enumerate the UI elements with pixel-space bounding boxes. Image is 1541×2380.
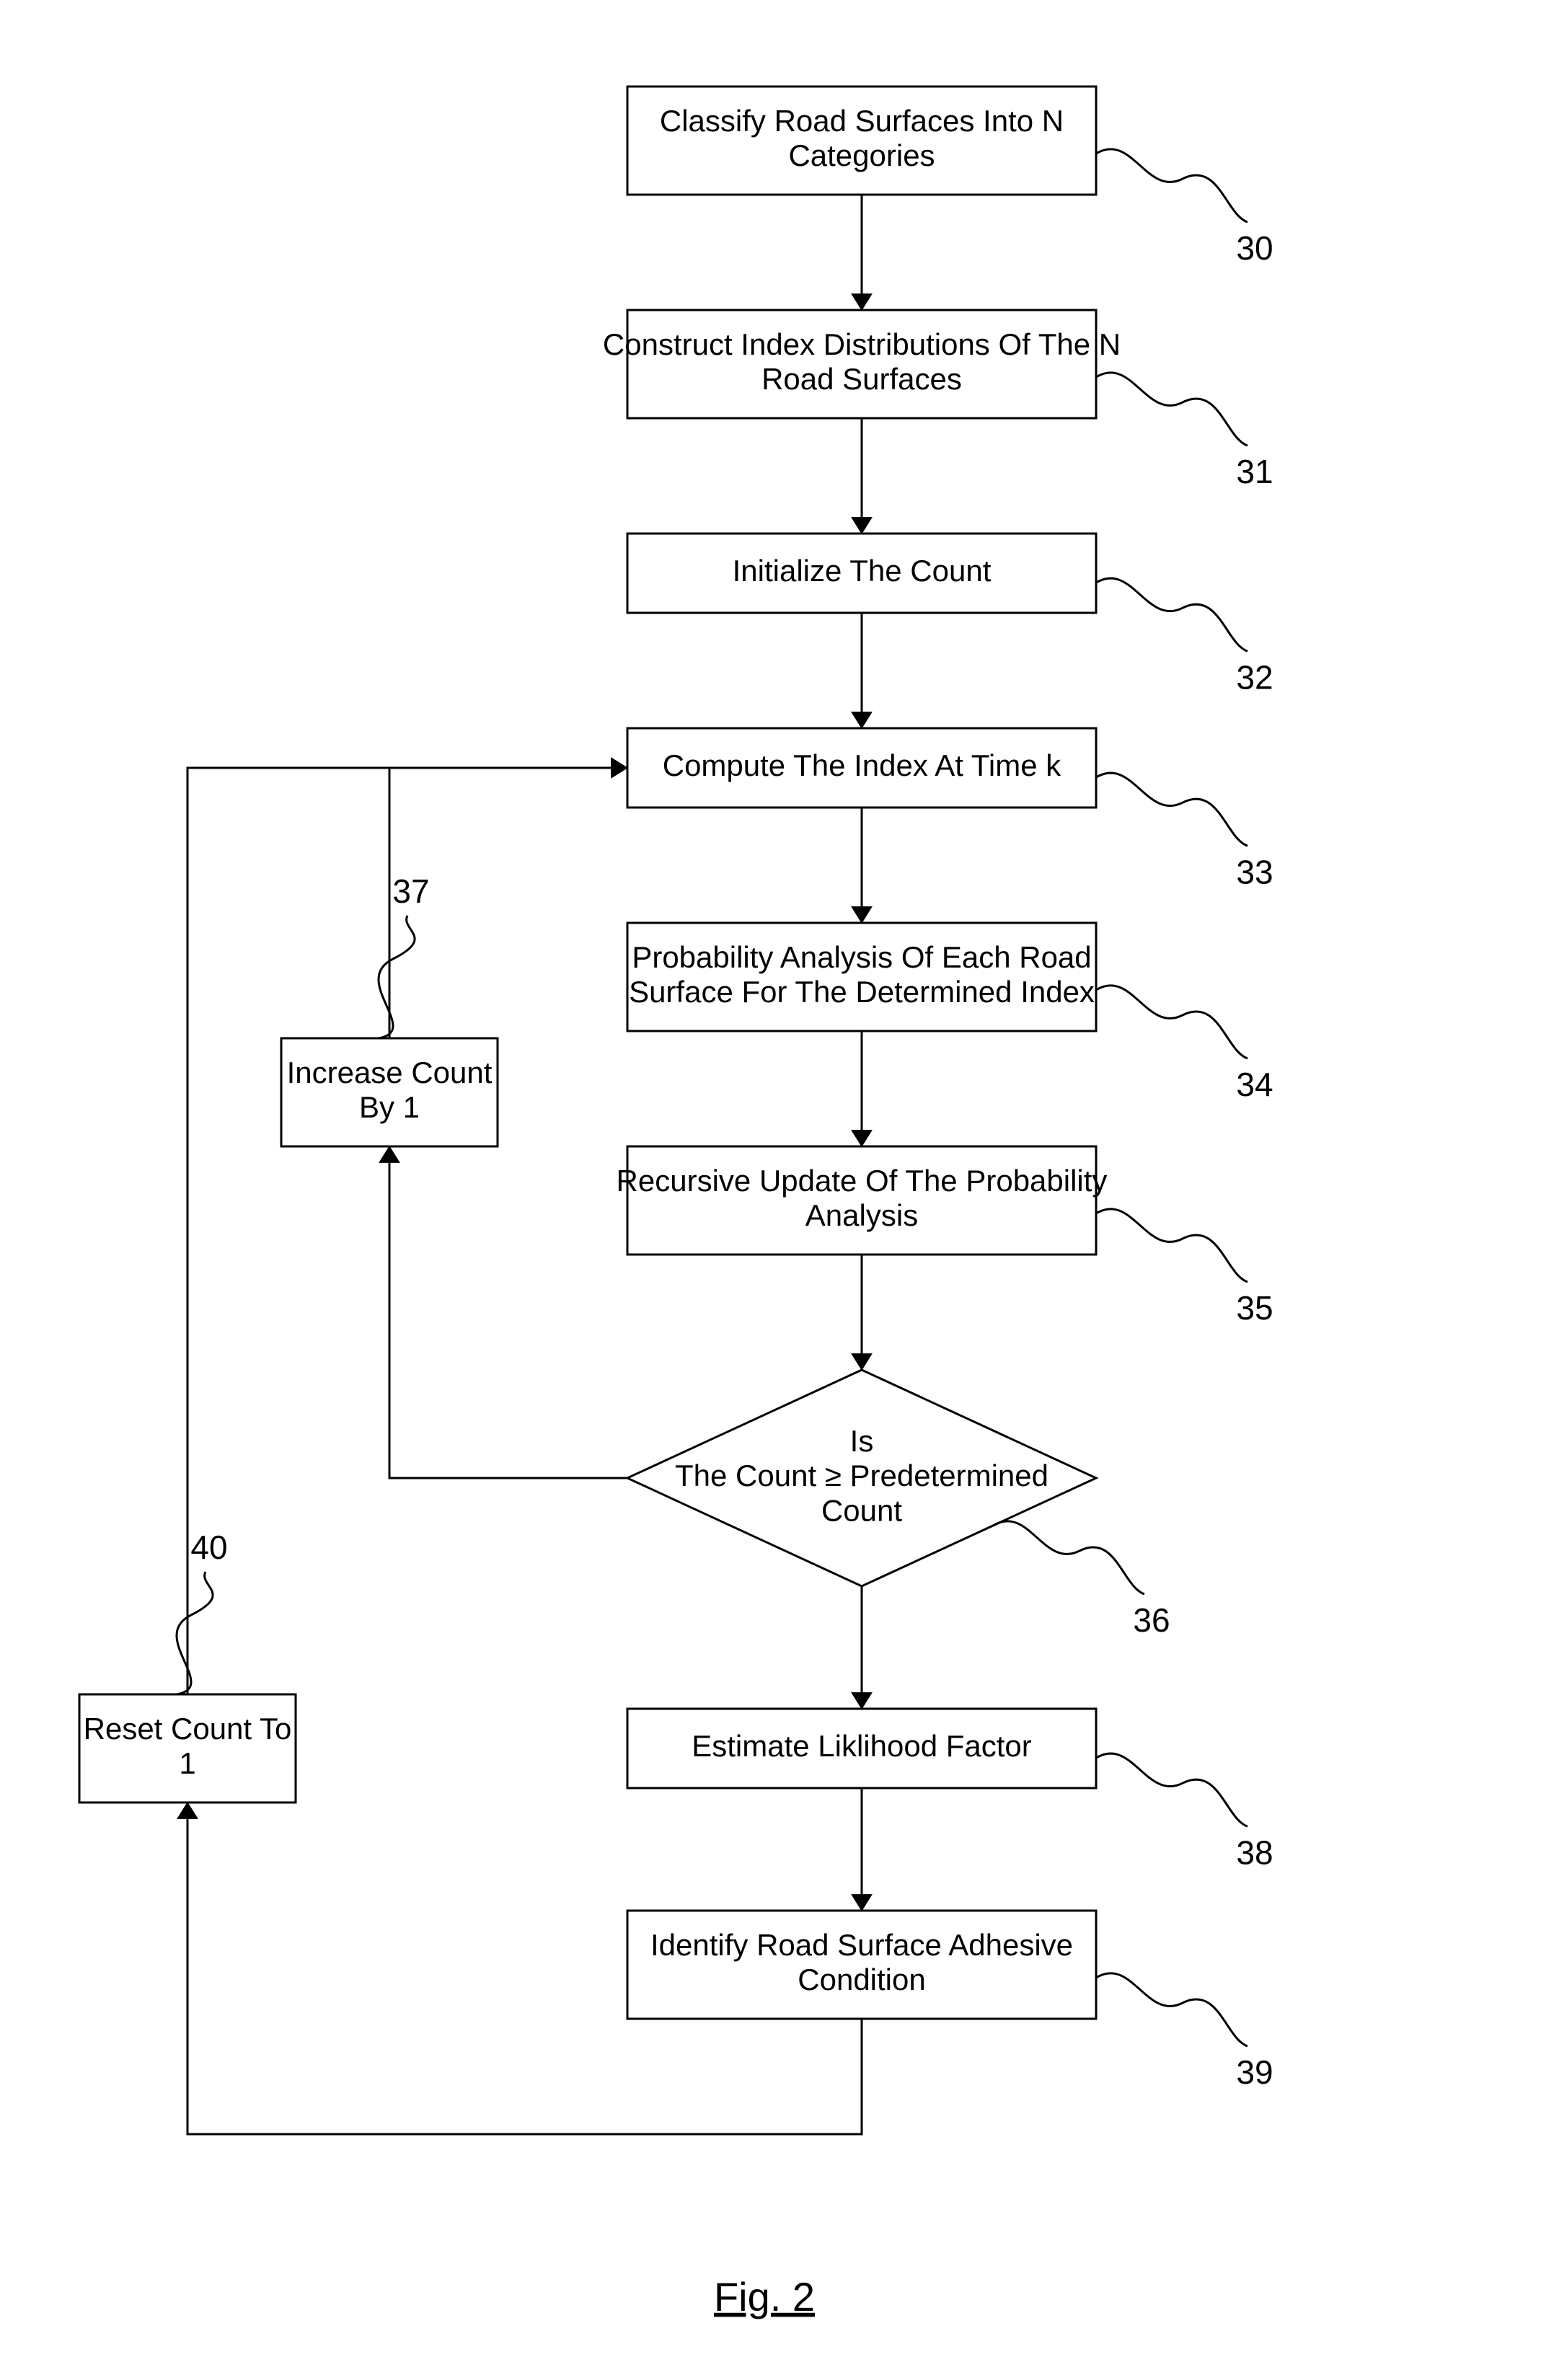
n30-text: Classify Road Surfaces Into N xyxy=(660,104,1064,138)
n36-ref: 36 xyxy=(1133,1601,1170,1639)
n34-ref: 34 xyxy=(1236,1066,1273,1103)
n35-text: Recursive Update Of The Probability xyxy=(617,1164,1108,1198)
n31-ref: 31 xyxy=(1236,453,1273,490)
n32-ref: 32 xyxy=(1236,658,1273,696)
n40-text: Reset Count To xyxy=(84,1712,292,1746)
n34-text: Surface For The Determined Index xyxy=(629,975,1095,1009)
n34: Probability Analysis Of Each RoadSurface… xyxy=(627,923,1273,1103)
n37-ref: 37 xyxy=(392,872,429,910)
n40-ref: 40 xyxy=(190,1529,227,1566)
n36-text: The Count ≥ Predetermined xyxy=(675,1459,1048,1492)
n33-ref: 33 xyxy=(1236,853,1273,890)
n34-text: Probability Analysis Of Each Road xyxy=(632,940,1091,974)
n30: Classify Road Surfaces Into NCategories 3… xyxy=(627,87,1273,267)
n38: Estimate Liklihood Factor 38 xyxy=(627,1709,1273,1871)
n37-text: By 1 xyxy=(359,1090,420,1124)
n30-ref: 30 xyxy=(1236,229,1273,267)
n36-text: Is xyxy=(850,1424,874,1458)
n37-text: Increase Count xyxy=(287,1056,493,1089)
n39-text: Identify Road Surface Adhesive xyxy=(650,1928,1073,1962)
n31: Construct Index Distributions Of The NRo… xyxy=(603,310,1273,490)
n40-text: 1 xyxy=(179,1746,195,1780)
n38-text: Estimate Liklihood Factor xyxy=(692,1729,1032,1763)
n31-text: Road Surfaces xyxy=(761,362,962,396)
n32: Initialize The Count 32 xyxy=(627,534,1273,696)
n36-text: Count xyxy=(821,1493,902,1527)
n35: Recursive Update Of The ProbabilityAnaly… xyxy=(617,1146,1273,1327)
n36: IsThe Count ≥ PredeterminedCount 36 xyxy=(627,1370,1170,1639)
n33-text: Compute The Index At Time k xyxy=(663,748,1062,782)
n32-text: Initialize The Count xyxy=(733,554,992,588)
n33: Compute The Index At Time k 33 xyxy=(627,728,1273,890)
n39-text: Condition xyxy=(798,1963,925,1996)
n30-text: Categories xyxy=(788,138,935,172)
figure-caption: Fig. 2 xyxy=(714,2274,815,2319)
flowchart-figure: Classify Road Surfaces Into NCategories 3… xyxy=(0,0,1541,2380)
n39-ref: 39 xyxy=(1236,2053,1273,2091)
n31-text: Construct Index Distributions Of The N xyxy=(603,327,1121,361)
n39: Identify Road Surface AdhesiveCondition 3… xyxy=(627,1911,1273,2091)
n35-text: Analysis xyxy=(805,1198,918,1232)
n38-ref: 38 xyxy=(1236,1833,1273,1871)
n35-ref: 35 xyxy=(1236,1289,1273,1327)
